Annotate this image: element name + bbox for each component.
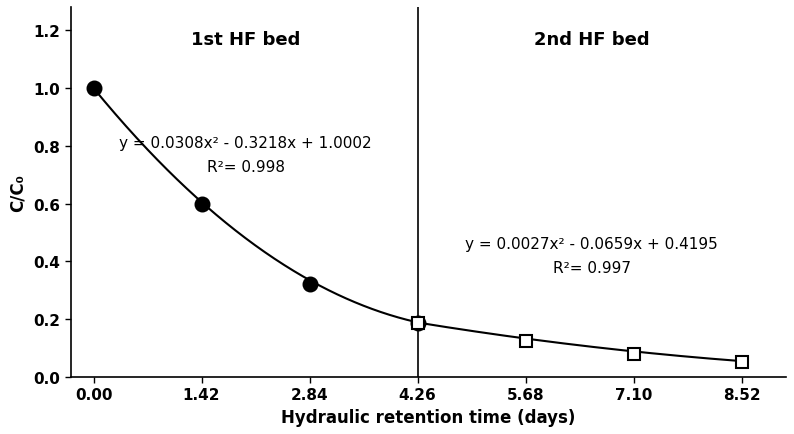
X-axis label: Hydraulic retention time (days): Hydraulic retention time (days) [281, 408, 576, 426]
Text: 1st HF bed: 1st HF bed [191, 31, 300, 49]
Text: y = 0.0308x² - 0.3218x + 1.0002
R²= 0.998: y = 0.0308x² - 0.3218x + 1.0002 R²= 0.99… [119, 136, 372, 174]
Y-axis label: C/C₀: C/C₀ [8, 174, 26, 211]
Text: 2nd HF bed: 2nd HF bed [534, 31, 649, 49]
Text: y = 0.0027x² - 0.0659x + 0.4195
R²= 0.997: y = 0.0027x² - 0.0659x + 0.4195 R²= 0.99… [465, 237, 718, 275]
